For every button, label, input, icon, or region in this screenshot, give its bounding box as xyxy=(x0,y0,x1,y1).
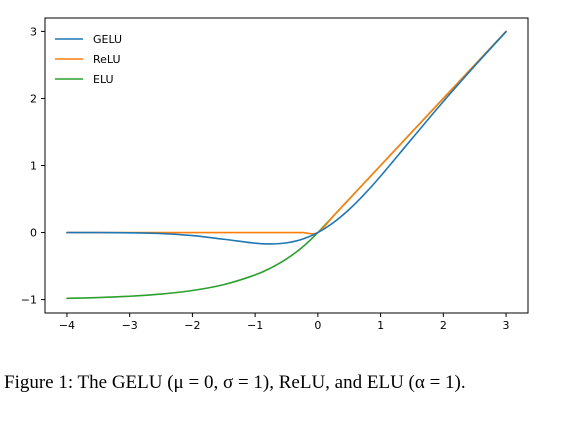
x-tick-label: 0 xyxy=(314,319,321,332)
y-tick-label: 1 xyxy=(30,160,37,173)
y-tick-label: 0 xyxy=(30,227,37,240)
y-tick-label: 2 xyxy=(30,92,37,105)
figure-caption: Figure 1: The GELU (μ = 0, σ = 1), ReLU,… xyxy=(4,372,466,393)
y-tick-label: 3 xyxy=(30,25,37,38)
x-axis: −4 −3 −2 −1 0 1 2 3 xyxy=(59,313,510,332)
activation-functions-chart: −4 −3 −2 −1 0 1 2 3 −1 0 1 2 3 GELU ReLU ELU xyxy=(21,17,529,332)
x-tick-label: −3 xyxy=(122,319,138,332)
x-tick-label: 1 xyxy=(377,319,384,332)
y-axis: −1 0 1 2 3 xyxy=(21,25,45,307)
series-line-elu xyxy=(66,30,507,300)
legend: GELU ReLU ELU xyxy=(55,33,122,86)
x-tick-label: −1 xyxy=(247,319,263,332)
y-tick-label: −1 xyxy=(21,294,37,307)
x-tick-label: −2 xyxy=(184,319,200,332)
x-tick-label: −4 xyxy=(59,319,75,332)
legend-label-gelu: GELU xyxy=(93,33,122,46)
x-tick-label: 2 xyxy=(440,319,447,332)
legend-label-elu: ELU xyxy=(93,73,114,86)
legend-label-relu: ReLU xyxy=(93,53,121,66)
series-line-relu xyxy=(66,30,507,235)
x-tick-label: 3 xyxy=(503,319,510,332)
series-layer xyxy=(66,30,507,300)
series-line-gelu xyxy=(66,30,507,245)
